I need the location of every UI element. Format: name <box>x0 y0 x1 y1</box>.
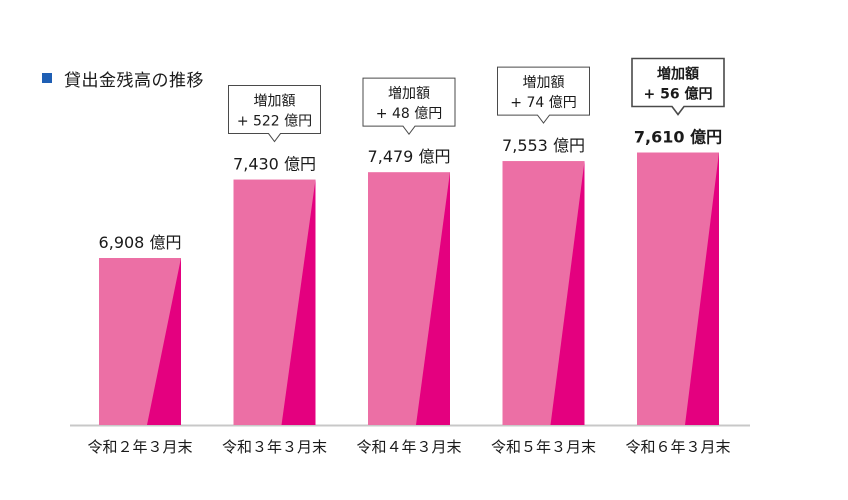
callout-value: + 56 億円 <box>644 86 713 103</box>
bar <box>99 258 181 425</box>
increase-callout: 増加額 + 56 億円 <box>631 57 725 116</box>
bar <box>233 179 316 425</box>
callout-value: + 48 億円 <box>376 106 442 122</box>
increase-callout: 増加額 + 48 億円 <box>362 77 456 136</box>
callout-label: 増加額 <box>523 75 565 91</box>
category-label: 令和５年３月末 <box>491 438 596 456</box>
callout-box <box>631 57 725 116</box>
bar-shade <box>147 258 181 425</box>
bar-shade <box>416 172 450 425</box>
callout-box <box>362 77 456 136</box>
category-label: 令和４年３月末 <box>356 438 461 456</box>
bar-shade <box>281 179 316 425</box>
bar <box>368 172 450 425</box>
callout-label: 増加額 <box>388 86 430 102</box>
category-label: 令和６年３月末 <box>625 438 730 456</box>
callout-value: + 74 億円 <box>510 95 576 111</box>
callout-label: 増加額 <box>657 66 699 83</box>
bar-shade <box>685 152 719 425</box>
data-label: 7,479 億円 <box>368 147 451 166</box>
chart-title-block: 貸出金残高の推移 <box>42 66 204 91</box>
chart-title: 貸出金残高の推移 <box>64 70 204 91</box>
data-label: 6,908 億円 <box>99 233 182 252</box>
bar <box>637 152 719 425</box>
title-marker-icon <box>42 73 52 83</box>
data-label: 7,553 億円 <box>502 136 585 155</box>
data-label: 7,610 億円 <box>634 128 722 147</box>
data-label: 7,430 億円 <box>233 155 316 174</box>
bar-shade <box>550 161 585 426</box>
callout-box <box>497 66 590 124</box>
callout-value: + 522 億円 <box>237 114 312 130</box>
increase-callout: 増加額 + 74 億円 <box>497 66 590 124</box>
increase-callout: 増加額 + 522 億円 <box>228 85 321 143</box>
category-label: 令和３年３月末 <box>222 438 327 456</box>
callout-label: 増加額 <box>254 94 296 110</box>
bar <box>502 161 585 426</box>
callout-box <box>228 85 321 143</box>
category-label: 令和２年３月末 <box>87 438 192 456</box>
